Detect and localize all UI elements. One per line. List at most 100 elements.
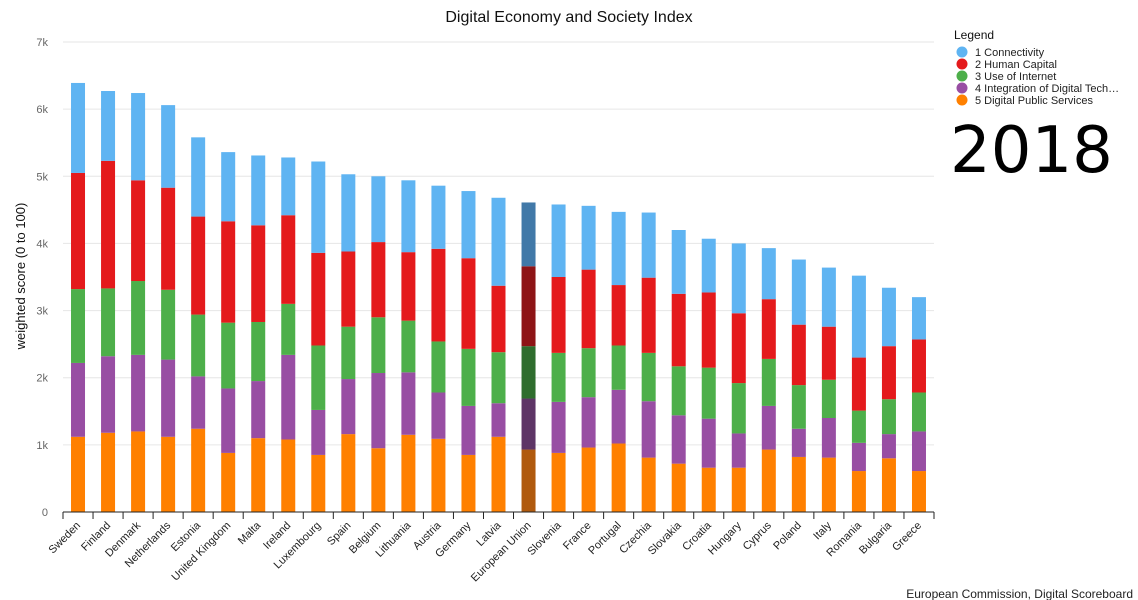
x-tick-label: Slovenia <box>525 519 564 558</box>
x-tick-label: Bulgaria <box>857 519 895 557</box>
bar-segment <box>581 348 596 398</box>
bar-segment <box>371 373 386 449</box>
bar-stack <box>251 155 266 512</box>
bar-segment <box>881 287 896 347</box>
bar-segment <box>101 91 116 161</box>
bar-segment <box>881 399 896 435</box>
y-tick-label: 7k <box>36 37 48 49</box>
bar-segment <box>851 442 866 472</box>
bar-segment <box>311 161 326 253</box>
bar-segment <box>71 362 86 437</box>
bar-segment <box>251 321 266 382</box>
legend-item[interactable]: 3 Use of Internet <box>956 70 1057 84</box>
x-tick-label: Malta <box>236 519 264 547</box>
bar-segment <box>161 105 176 188</box>
bar-segment <box>221 221 236 323</box>
bar-segment <box>461 454 476 512</box>
bar-segment <box>761 405 776 450</box>
bar-segment <box>641 212 656 278</box>
bar-segment <box>911 392 926 432</box>
legend-item[interactable]: 2 Human Capital <box>956 58 1057 72</box>
bar-segment <box>761 358 776 406</box>
bar-stack <box>311 161 326 512</box>
bar-segment <box>281 354 296 440</box>
bar-stack <box>221 152 236 512</box>
bar-stack <box>701 238 716 512</box>
bar-area <box>71 82 926 512</box>
bar-segment <box>821 326 836 380</box>
bar-segment <box>71 436 86 512</box>
bar-segment <box>101 160 116 289</box>
bar-segment <box>551 277 566 353</box>
bar-segment <box>401 320 416 373</box>
bar-segment <box>911 471 926 512</box>
legend-item[interactable]: 1 Connectivity <box>956 46 1045 60</box>
bar-segment <box>311 252 326 346</box>
bar-segment <box>761 449 776 512</box>
bar-segment <box>731 243 746 314</box>
bar-segment <box>371 317 386 374</box>
bar-stack <box>671 230 686 512</box>
bar-segment <box>851 275 866 358</box>
bar-stack <box>161 105 176 512</box>
bar-segment <box>551 452 566 512</box>
bar-segment <box>671 293 686 367</box>
bar-segment <box>461 258 476 349</box>
bar-segment <box>221 452 236 512</box>
bar-segment <box>791 324 806 386</box>
bar-segment <box>671 415 686 464</box>
bar-segment <box>281 215 296 304</box>
bar-stack <box>71 82 86 512</box>
bar-segment <box>131 354 146 432</box>
bar-segment <box>311 345 326 410</box>
bar-segment <box>881 346 896 400</box>
legend-label: 2 Human Capital <box>975 59 1057 71</box>
bar-segment <box>401 434 416 512</box>
legend-swatch <box>956 58 968 70</box>
bar-segment <box>251 155 266 226</box>
x-tick-label: Poland <box>771 520 804 553</box>
bar-segment <box>491 352 506 404</box>
legend-title: Legend <box>954 28 994 42</box>
bar-segment <box>161 289 176 360</box>
bar-stack <box>101 91 116 512</box>
bar-segment <box>281 157 296 216</box>
bar-segment <box>611 389 626 444</box>
bar-segment <box>251 381 266 439</box>
bar-segment <box>431 341 446 393</box>
bar-segment <box>611 285 626 346</box>
legend-swatch <box>956 82 968 94</box>
x-axis-ticks: SwedenFinlandDenmarkNetherlandsEstoniaUn… <box>47 519 925 584</box>
bar-segment <box>491 436 506 512</box>
legend-item[interactable]: 5 Digital Public Services <box>956 94 1094 108</box>
bar-segment <box>221 322 236 389</box>
bar-segment <box>251 225 266 322</box>
y-tick-label: 2k <box>36 373 48 385</box>
bar-segment <box>551 401 566 453</box>
bar-segment <box>581 205 596 270</box>
bar-segment <box>371 242 386 318</box>
bar-segment <box>671 230 686 294</box>
bar-segment <box>791 428 806 457</box>
bar-segment <box>611 443 626 512</box>
bar-segment <box>551 352 566 402</box>
legend-item[interactable]: 4 Integration of Digital Tech… <box>956 82 1120 96</box>
legend-swatch <box>956 70 968 82</box>
bar-stack <box>431 185 446 512</box>
bar-segment <box>491 197 506 286</box>
legend-swatch <box>956 94 968 106</box>
bar-segment <box>521 266 536 347</box>
bar-segment <box>431 248 446 342</box>
bar-segment <box>581 397 596 448</box>
y-tick-label: 3k <box>36 306 48 318</box>
bar-segment <box>881 434 896 459</box>
bar-segment <box>671 366 686 416</box>
bar-stack <box>821 267 836 512</box>
bar-stack <box>911 297 926 512</box>
bar-segment <box>311 409 326 455</box>
bar-segment <box>191 137 206 217</box>
bar-stack <box>551 204 566 512</box>
y-tick-label: 4k <box>36 238 48 250</box>
bar-segment <box>341 434 356 512</box>
